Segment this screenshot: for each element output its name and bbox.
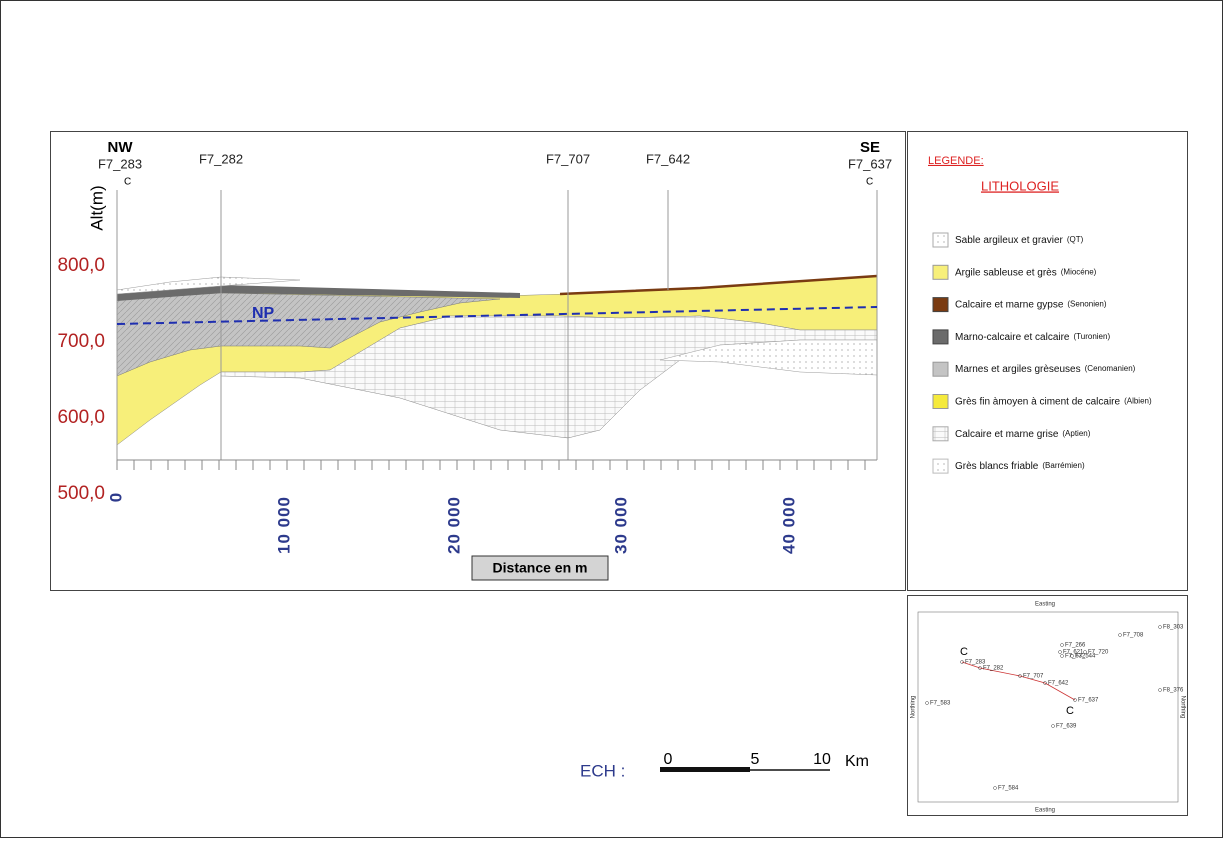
direction-label: SE (860, 139, 880, 156)
map-axis: Northing (1179, 696, 1185, 719)
map-well-label: F7_544 (1075, 654, 1096, 660)
map-well-label: F7_584 (998, 786, 1019, 792)
scale-tick: 0 (664, 751, 673, 768)
legend-age: (Senonien) (1067, 300, 1106, 309)
altitude-tick: 600,0 (57, 407, 105, 428)
scale-unit: Km (845, 753, 869, 770)
map-axis: Easting (1035, 808, 1055, 814)
map-well-label: F8_303 (1163, 625, 1184, 631)
legend-name: Sable argileux et gravier (955, 235, 1064, 246)
altitude-tick: 500,0 (57, 483, 105, 504)
legend-swatch (933, 330, 948, 344)
map-well-label: F7_583 (930, 701, 951, 707)
distance-label: Distance en m (493, 560, 588, 576)
map-well-label: F7_642 (1048, 681, 1069, 687)
legend-name: Grès fin àmoyen à ciment de calcaire (955, 396, 1121, 407)
distance-tick: 30 000 (611, 496, 630, 554)
map-well-label: F8_376 (1163, 688, 1184, 694)
legend-label: Marno-calcaire et calcaire (Turonien) (955, 332, 1110, 343)
legend-swatch (933, 233, 948, 247)
map-well-label: F7_282 (983, 666, 1004, 672)
legend-age: (Miocéne) (1061, 267, 1097, 276)
scale-tick: 5 (751, 751, 760, 768)
legend-swatch (933, 459, 948, 473)
map-axis: Northing (911, 696, 917, 719)
scale-bar (660, 767, 750, 772)
legend-label: Calcaire et marne grise(Aptien) (955, 428, 1091, 439)
scale-label: ECH : (580, 761, 625, 780)
axis-label: Alt(m) (87, 185, 106, 230)
well-label: F7_283 (98, 156, 142, 171)
legend-swatch (933, 265, 948, 279)
legend-subtitle: LITHOLOGIE (981, 178, 1059, 193)
legend-label: Calcaire et marne gypse(Senonien) (955, 299, 1107, 310)
page: NP NW SE F7_283 C F7_282 F7_707 F7_642 F… (0, 0, 1223, 838)
well-label: F7_707 (546, 151, 590, 166)
water-table-label: NP (252, 305, 275, 322)
legend-name: Marnes et argiles grèseuses (955, 364, 1081, 375)
legend-age: (QT) (1067, 235, 1084, 244)
altitude-tick: 700,0 (57, 331, 105, 352)
map-axis: Easting (1035, 602, 1055, 608)
map-well-label: F7_266 (1065, 643, 1086, 649)
map-well-label: F7_707 (1023, 674, 1044, 680)
map-marker: C (1066, 705, 1074, 717)
legend-swatch (933, 395, 948, 409)
well-label: F7_282 (199, 151, 243, 166)
legend-age: (Aptien) (1062, 429, 1090, 438)
legend-swatch (933, 362, 948, 376)
legend-age: (Cenomanien) (1085, 364, 1136, 373)
legend-name: Calcaire et marne gypse (955, 299, 1064, 310)
distance-tick: 0 (106, 492, 125, 502)
map-well-label: F7_637 (1078, 698, 1099, 704)
legend-swatch (933, 298, 948, 312)
scale-tick: 10 (813, 751, 831, 768)
legend-label: Grès blancs friable(Barrémien) (955, 461, 1085, 472)
map-well-label: F7_708 (1123, 633, 1144, 639)
distance-tick: 10 000 (274, 496, 293, 554)
altitude-tick: 800,0 (57, 255, 105, 276)
legend-name: Marno-calcaire et calcaire (955, 332, 1070, 343)
page-frame (1, 1, 1223, 838)
well-label: F7_642 (646, 151, 690, 166)
legend-name: Calcaire et marne grise (955, 428, 1059, 439)
legend-swatch (933, 427, 948, 441)
map-marker: C (960, 646, 968, 658)
legend-name: Grès blancs friable (955, 461, 1039, 472)
map-well-label: F7_639 (1056, 724, 1077, 730)
distance-tick: 20 000 (444, 496, 463, 554)
distance-tick: 40 000 (779, 496, 798, 554)
well-label: F7_637 (848, 156, 892, 171)
legend-age: (Turonien) (1074, 332, 1111, 341)
well-marker: C (866, 177, 873, 188)
legend-label: Marnes et argiles grèseuses (Cenomanien) (955, 364, 1136, 375)
legend-name: Argile sableuse et grès (955, 267, 1057, 278)
legend-age: (Albien) (1124, 397, 1152, 406)
well-marker: C (124, 177, 131, 188)
legend-label: Argile sableuse et grès (Miocéne) (955, 267, 1097, 278)
direction-label: NW (108, 139, 134, 156)
legend-age: (Barrémien) (1042, 461, 1085, 470)
legend-title: LEGENDE: (928, 155, 984, 167)
